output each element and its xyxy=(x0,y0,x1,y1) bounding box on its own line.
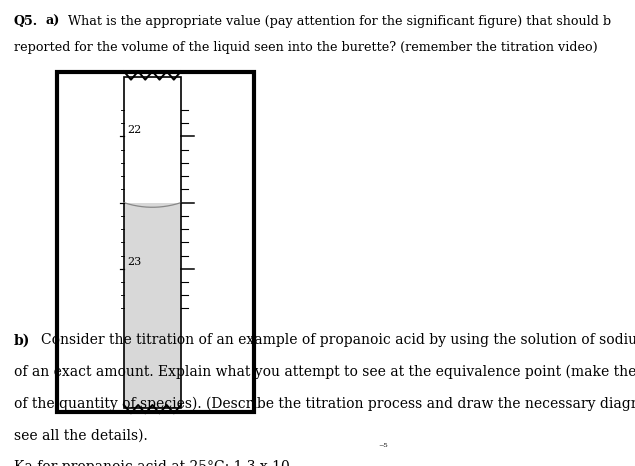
Text: Consider the titration of an example of propanoic acid by using the solution of : Consider the titration of an example of … xyxy=(41,333,635,347)
Bar xyxy=(124,203,181,408)
Text: Ka for propanoic acid at 25°C: 1.3 x 10: Ka for propanoic acid at 25°C: 1.3 x 10 xyxy=(14,460,290,466)
Bar xyxy=(124,77,181,408)
Text: What is the appropriate value (pay attention for the significant figure) that sh: What is the appropriate value (pay atten… xyxy=(68,15,611,28)
Bar xyxy=(57,72,254,412)
Text: Q5.: Q5. xyxy=(14,15,38,28)
Text: see all the details).: see all the details). xyxy=(14,428,148,442)
Text: ⁻⁵: ⁻⁵ xyxy=(378,443,388,452)
Text: a): a) xyxy=(46,15,60,28)
Text: reported for the volume of the liquid seen into the burette? (remember the titra: reported for the volume of the liquid se… xyxy=(14,41,598,54)
Text: 22: 22 xyxy=(127,125,141,135)
Text: of an exact amount. Explain what you attempt to see at the equivalence point (ma: of an exact amount. Explain what you att… xyxy=(14,365,635,379)
Text: 23: 23 xyxy=(127,257,141,267)
Text: of the quantity of species). (Describe the titration process and draw the necess: of the quantity of species). (Describe t… xyxy=(14,397,635,411)
Text: b): b) xyxy=(14,333,30,347)
